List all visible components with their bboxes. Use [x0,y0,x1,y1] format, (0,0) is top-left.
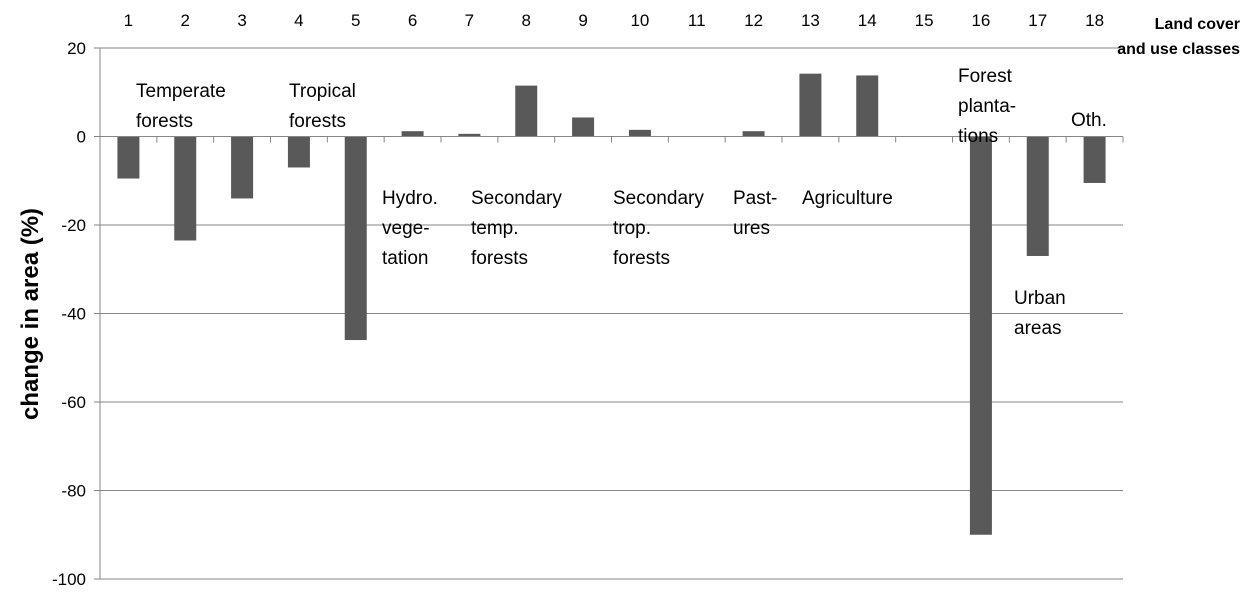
annotation-label: Agriculture [802,188,893,209]
gridlines [94,47,1124,580]
y-tick-label: 0 [77,128,86,147]
annotation-label: Urban [1014,288,1066,309]
y-tick-label: -40 [61,305,86,324]
annotation-label: planta- [958,96,1016,117]
y-axis-label: change in area (%) [17,208,44,420]
annotations: Temperate forests Tropical forests Hydro. veg… [136,66,1107,339]
y-tick-label: -80 [61,482,86,501]
x-tick-label: 13 [801,11,820,30]
x-tick-label: 17 [1028,11,1047,30]
y-tick-label: -20 [61,216,86,235]
x-tick-label: 15 [915,11,934,30]
annotation-label: ures [733,218,770,239]
bar [458,133,481,137]
y-tick-labels: 20 0 -20 -40 -60 -80 -100 [52,39,86,589]
annotation-label: Secondary [471,188,562,209]
annotation-label: vege- [382,218,430,239]
x-axis-label: Land cover and use classes [1117,16,1240,58]
bar [287,136,310,168]
x-tick-label: 10 [630,11,649,30]
bar [799,73,822,137]
x-tick-label: 18 [1085,11,1104,30]
bar [231,136,254,199]
x-tick-label: 3 [237,11,246,30]
annotation-label: trop. [613,218,651,239]
bar [969,136,992,535]
bar [174,136,197,241]
bar [515,85,538,137]
x-axis-label-line: Land cover [1155,16,1240,33]
annotation-label: areas [1014,318,1062,339]
x-axis-label-line: and use classes [1117,41,1240,58]
bar [742,131,765,137]
x-tick-label: 2 [181,11,190,30]
bar [572,117,595,137]
x-tick-label: 16 [971,11,990,30]
bar [344,136,367,341]
annotation-label: forests [136,111,193,132]
x-tick-label: 4 [294,11,303,30]
x-tick-label: 1 [124,11,133,30]
annotation-label: Tropical [289,81,356,102]
bar [117,136,140,179]
bars [117,73,1106,535]
annotation-label: Temperate [136,81,226,102]
annotation-label: Forest [958,66,1013,87]
x-tick-label: 8 [522,11,531,30]
annotation-label: Hydro. [382,188,438,209]
bar [1083,136,1106,183]
annotation-label: forests [289,111,346,132]
bar [628,129,651,137]
x-tick-label: 9 [578,11,587,30]
y-tick-label: -100 [52,570,86,589]
annotation-label: forests [471,248,528,269]
bar [856,75,879,137]
x-tick-label: 5 [351,11,360,30]
bar [1026,136,1049,256]
x-tick-label: 7 [465,11,474,30]
annotation-label: Past- [733,188,777,209]
x-tick-label: 6 [408,11,417,30]
annotation-label: tions [958,126,998,147]
annotation-label: temp. [471,218,519,239]
y-tick-label: -60 [61,393,86,412]
x-tick-label: 11 [688,11,706,30]
y-tick-label: 20 [67,39,86,58]
bar [401,131,424,137]
x-tick-label: 14 [858,11,877,30]
annotation-label: Secondary [613,188,704,209]
x-tick-labels: 1 2 3 4 5 6 7 8 9 10 11 12 13 14 15 16 17 18 [124,11,1104,30]
x-tick-label: 12 [744,11,763,30]
annotation-label: tation [382,248,428,269]
annotation-label: forests [613,248,670,269]
annotation-label: Oth. [1071,110,1107,131]
